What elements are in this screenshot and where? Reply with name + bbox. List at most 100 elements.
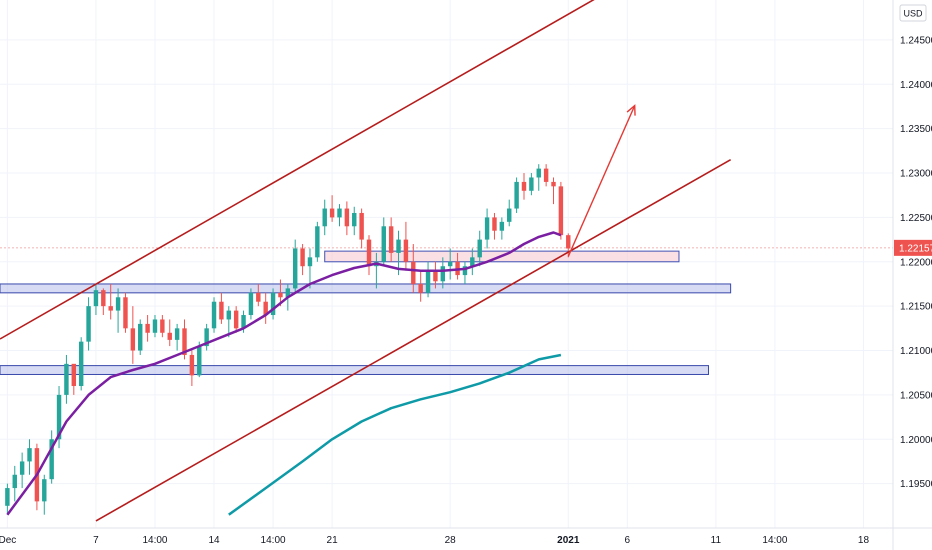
projection-arrow-line: [567, 105, 636, 257]
candles-layer: [5, 164, 571, 515]
candle-body: [64, 363, 69, 395]
grid-layer: [0, 0, 893, 528]
candle-body: [248, 292, 254, 316]
zones-layer: [0, 250, 732, 375]
y-tick-label: 1.22500: [900, 213, 932, 224]
x-tick-label: 18: [858, 535, 870, 546]
x-tick-label: 2021: [557, 535, 580, 546]
candle-body: [551, 181, 556, 187]
candle-body: [174, 328, 180, 340]
projection-arrow-head: [626, 104, 636, 116]
candle-body: [462, 266, 468, 276]
candle-body: [322, 208, 327, 227]
candle-body: [270, 292, 276, 316]
candle-body: [529, 177, 534, 191]
candle-body: [344, 208, 350, 227]
candle-body: [359, 212, 364, 240]
candle-body: [241, 315, 246, 329]
y-tick-label: 1.24500: [900, 35, 932, 46]
price-scale-bg: [894, 0, 932, 550]
candle-body: [49, 439, 54, 480]
series-layer: [6, 231, 562, 516]
candle-body: [27, 448, 32, 462]
candle-body: [470, 257, 475, 267]
trendlines-layer: [0, 0, 732, 522]
candle-body: [219, 301, 224, 320]
x-tick-label: 14:00: [762, 535, 787, 546]
candle-body: [78, 341, 84, 387]
channel-trendline: [0, 0, 595, 340]
candle-body: [256, 292, 261, 302]
candle-body: [381, 226, 386, 262]
x-tick-label: 11: [711, 535, 722, 546]
candle-body: [352, 212, 357, 227]
x-tick-label: 6: [625, 535, 631, 546]
moving-average-line: [228, 353, 562, 516]
moving-average-line: [6, 231, 562, 516]
candle-body: [507, 208, 512, 222]
candle-body: [403, 239, 409, 262]
candle-body: [86, 306, 91, 342]
candle-body: [433, 270, 438, 282]
candle-body: [108, 306, 113, 311]
channel-trendline: [95, 159, 732, 522]
current-price-label: 1.22157: [899, 243, 932, 254]
y-tick-label: 1.24000: [900, 80, 932, 91]
candle-body: [411, 261, 416, 284]
x-tick-label: 21: [327, 535, 339, 546]
candle-body: [514, 181, 519, 209]
candle-body: [337, 208, 342, 218]
candle-body: [138, 323, 143, 351]
candle-body: [197, 346, 202, 376]
candle-body: [440, 266, 446, 282]
candle-body: [396, 239, 401, 253]
candle-body: [315, 226, 320, 258]
candle-body: [566, 235, 571, 249]
candle-body: [226, 310, 231, 320]
candle-body: [130, 328, 136, 351]
current-price-tag: [894, 239, 932, 256]
candle-body: [56, 394, 62, 440]
x-tick-label: 14:00: [261, 535, 286, 546]
candle-body: [425, 270, 431, 293]
candle-body: [536, 168, 541, 178]
candle-body: [145, 323, 150, 333]
candle-body: [558, 186, 564, 236]
y-tick-label: 1.23500: [900, 124, 932, 135]
currency-badge: [899, 4, 927, 22]
candle-body: [492, 217, 497, 231]
x-tick-label: 7: [93, 535, 99, 546]
candle-body: [418, 283, 423, 293]
candle-body: [123, 297, 128, 329]
candle-body: [285, 288, 291, 298]
candle-body: [101, 290, 106, 307]
candle-body: [366, 239, 372, 267]
candle-body: [521, 181, 527, 191]
candle-body: [388, 226, 394, 253]
candle-body: [189, 354, 195, 376]
zone-rect: [0, 283, 732, 294]
y-tick-label: 1.21500: [900, 302, 932, 313]
candle-body: [543, 168, 549, 182]
candle-body: [307, 257, 313, 267]
candle-body: [447, 261, 453, 267]
candle-body: [278, 292, 283, 298]
candle-body: [329, 208, 335, 218]
candle-body: [484, 217, 490, 240]
candle-body: [263, 301, 268, 316]
candle-body: [5, 488, 10, 506]
candle-body: [233, 310, 239, 329]
y-tick-label: 1.21000: [900, 346, 932, 357]
y-tick-label: 1.19500: [900, 479, 932, 490]
candle-body: [477, 239, 482, 258]
x-tick-label: 14: [208, 535, 220, 546]
x-tick-label: Dec: [0, 535, 16, 546]
candle-body: [93, 290, 99, 307]
candle-body: [204, 328, 209, 347]
y-tick-label: 1.20000: [900, 435, 932, 446]
x-tick-label: 28: [445, 535, 457, 546]
candle-body: [71, 363, 77, 387]
